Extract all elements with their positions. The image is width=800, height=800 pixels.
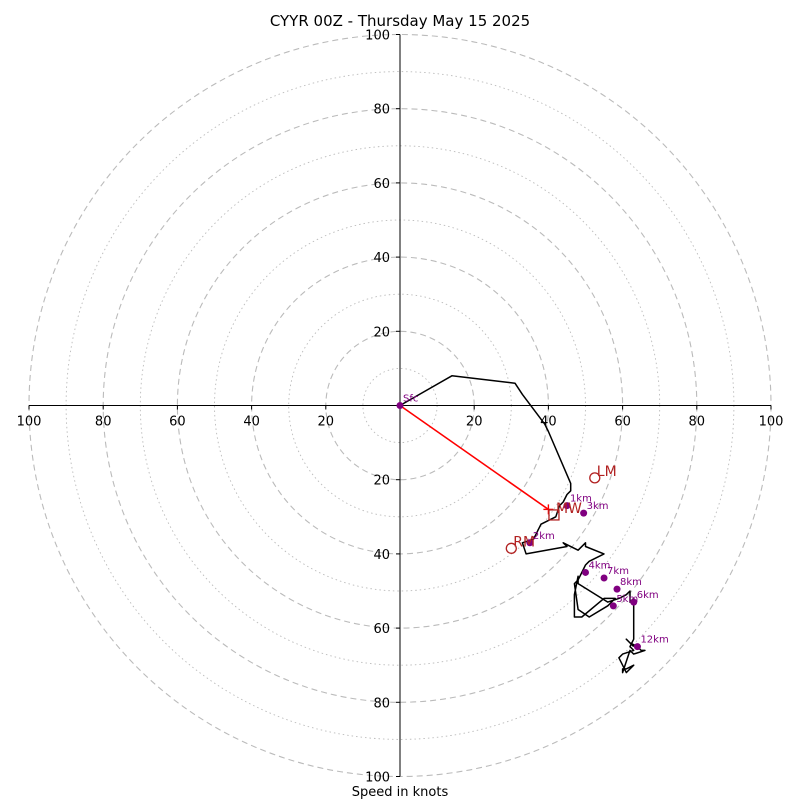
y-tick-label: 20 bbox=[373, 474, 390, 489]
y-tick-label: 20 bbox=[373, 325, 390, 340]
x-tick-label: 60 bbox=[614, 415, 631, 430]
height-label-7km: 7km bbox=[607, 566, 629, 577]
hodograph-line bbox=[399, 375, 646, 674]
x-tick-label: 100 bbox=[759, 415, 784, 430]
y-tick-label: 80 bbox=[373, 103, 390, 118]
y-tick-label: 40 bbox=[373, 251, 390, 266]
storm-motion-mw-marker bbox=[548, 509, 560, 521]
shear-vector-line bbox=[399, 404, 549, 511]
height-point-8km bbox=[613, 585, 621, 593]
height-label-12km: 12km bbox=[640, 635, 668, 646]
height-point-5km bbox=[609, 602, 617, 610]
storm-motion-rm-marker bbox=[505, 542, 517, 554]
storm-motion-mw-label: MW bbox=[556, 501, 582, 517]
x-tick-label: 80 bbox=[95, 415, 112, 430]
height-point-6km bbox=[630, 598, 638, 606]
storm-motion-lm-label: LM bbox=[597, 464, 617, 480]
y-tick-label: 100 bbox=[365, 29, 390, 44]
y-tick-label: 40 bbox=[373, 548, 390, 563]
x-tick-label: 40 bbox=[540, 415, 557, 430]
x-tick-label: 20 bbox=[466, 415, 483, 430]
height-label-1km: 1km bbox=[570, 494, 592, 505]
chart-title: CYYR 00Z - Thursday May 15 2025 bbox=[270, 12, 530, 30]
storm-motion-lm-marker bbox=[589, 472, 601, 484]
y-tick-label: 60 bbox=[373, 622, 390, 637]
storm-motion-rm-label: RM bbox=[513, 534, 535, 550]
x-tick-label: 20 bbox=[318, 415, 335, 430]
x-tick-label: 100 bbox=[17, 415, 42, 430]
height-label-8km: 8km bbox=[620, 577, 642, 588]
height-label-5km: 5km bbox=[616, 594, 638, 605]
height-point-2km bbox=[526, 539, 534, 547]
x-axis-label: Speed in knots bbox=[352, 785, 449, 800]
height-label-6km: 6km bbox=[637, 590, 659, 601]
height-point-4km bbox=[582, 568, 589, 576]
height-label-4km: 4km bbox=[589, 560, 611, 571]
height-point-12km bbox=[633, 643, 641, 651]
x-tick-label: 40 bbox=[243, 415, 260, 430]
hodograph-trace bbox=[399, 375, 646, 674]
height-point-1km bbox=[563, 502, 571, 510]
x-tick-label: 80 bbox=[689, 415, 706, 430]
tick-labels: 20 20 20 20 40 40 40 40 60 60 60 60 80 80 80 80 100 100 10… bbox=[17, 29, 784, 786]
height-point-7km bbox=[600, 574, 608, 582]
x-tick-label: 60 bbox=[169, 415, 186, 430]
y-tick-label: 80 bbox=[373, 696, 390, 711]
height-label-3km: 3km bbox=[587, 501, 609, 512]
y-tick-label: 100 bbox=[365, 771, 390, 786]
y-tick-label: 60 bbox=[373, 177, 390, 192]
height-point-3km bbox=[580, 509, 588, 517]
height-point-sfc bbox=[396, 402, 404, 409]
height-label-2km: 2km bbox=[533, 531, 555, 542]
height-label-sfc: Sfc bbox=[403, 394, 418, 405]
storm-motion-markers: LM RM MW bbox=[505, 464, 617, 554]
